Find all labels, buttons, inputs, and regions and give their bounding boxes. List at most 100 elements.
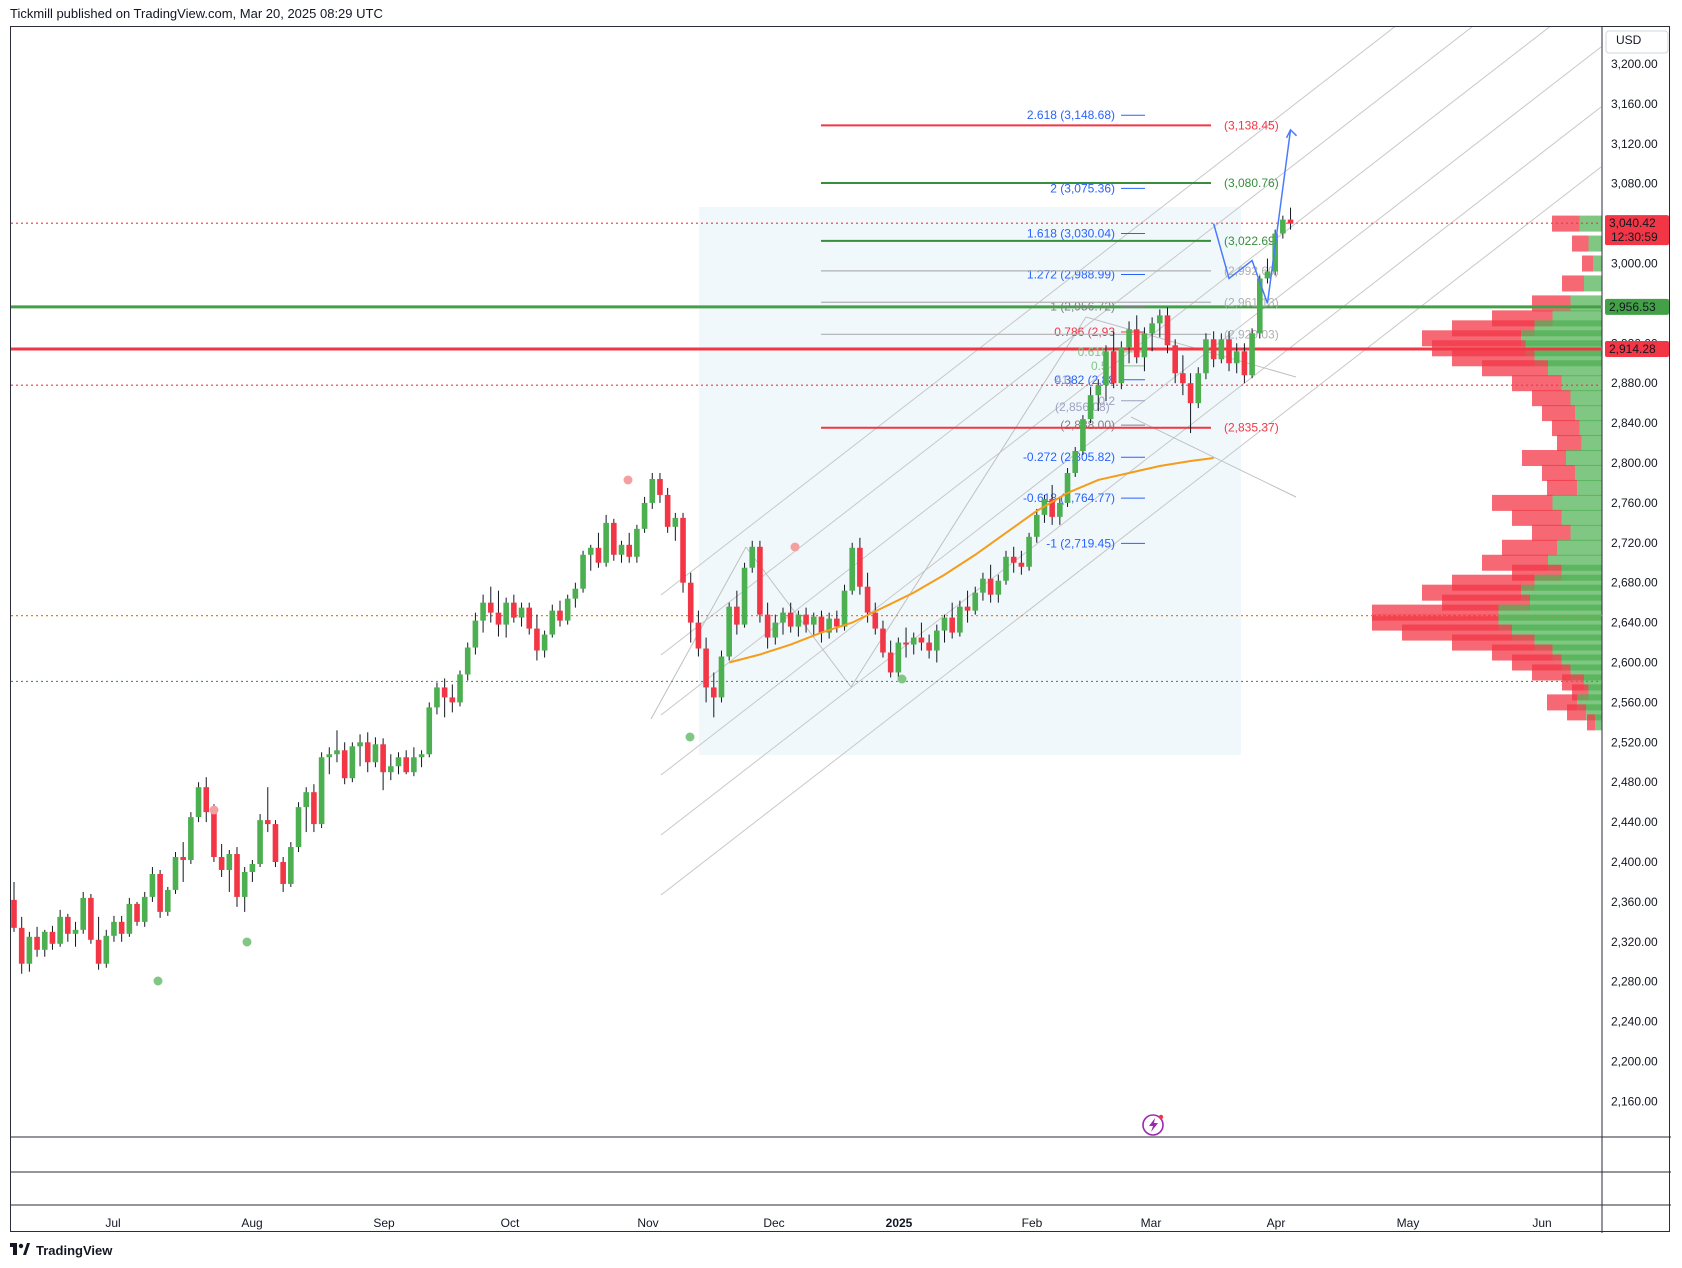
lightning-icon xyxy=(1142,1114,1164,1136)
candle-down xyxy=(234,854,240,897)
candle-up xyxy=(195,787,202,818)
volume-profile-bar-down xyxy=(1557,435,1582,452)
candle-up xyxy=(1087,395,1094,420)
candle-up xyxy=(726,606,732,657)
candle-up xyxy=(549,610,556,635)
volume-profile-bar-up xyxy=(1561,509,1602,526)
volume-profile-bar-up xyxy=(1575,405,1602,422)
candle-up xyxy=(472,620,479,648)
candle-down xyxy=(272,824,279,862)
candle-down xyxy=(918,637,925,643)
volume-profile-bar-up xyxy=(1570,524,1602,541)
candle-down xyxy=(211,812,217,858)
candle-up xyxy=(1118,347,1125,384)
candle-up xyxy=(826,618,832,633)
fib-extension: 2.618 (3,148.68) 2 (3,075.36) 1.618 (3,030… xyxy=(1023,108,1145,550)
candle-up xyxy=(995,580,1002,595)
candle-up xyxy=(126,903,133,934)
candle-up xyxy=(895,642,902,673)
price-badge xyxy=(1605,215,1669,246)
candle-up xyxy=(618,544,625,555)
candle-down xyxy=(49,931,56,944)
price-badge-label: 3,040.42 xyxy=(1609,216,1656,230)
target-lines: (3,138.45)(3,080.76)(3,022.69)(2,992.60)… xyxy=(821,118,1279,435)
candle-up xyxy=(1157,315,1163,324)
price-badge-label: 2,914.28 xyxy=(1609,342,1656,356)
candle-up xyxy=(841,590,848,627)
target-label: (3,138.45) xyxy=(1224,118,1279,132)
volume-profile-bar-down xyxy=(1532,524,1571,541)
candle-down xyxy=(611,522,617,555)
chart-frame[interactable]: 3,200.003,160.003,120.003,080.003,040.00… xyxy=(10,26,1671,1233)
candle-down xyxy=(34,936,40,950)
candle-down xyxy=(595,547,602,563)
projection-arrowhead xyxy=(1285,128,1298,139)
volume-profile-bar-down xyxy=(1562,275,1584,292)
candle-up xyxy=(1249,333,1255,376)
candle-down xyxy=(1172,345,1178,374)
candle-up xyxy=(572,588,579,599)
candle-up xyxy=(426,707,433,755)
structure-line xyxy=(1130,416,1297,498)
volume-profile-bar-up xyxy=(1579,215,1602,232)
price-tick-label: 2,760.00 xyxy=(1611,496,1658,510)
candle-up xyxy=(1064,472,1071,503)
channel-line xyxy=(660,166,1602,896)
price-tick-label: 2,320.00 xyxy=(1611,935,1658,949)
candle-down xyxy=(926,642,932,651)
volume-profile-bar-down xyxy=(1582,255,1593,272)
candle-up xyxy=(388,766,394,773)
candle-up xyxy=(1264,271,1271,279)
candle-down xyxy=(449,697,456,703)
candle-up xyxy=(349,746,356,779)
price-tick-label: 2,720.00 xyxy=(1611,536,1658,550)
volume-profile-bar-up xyxy=(1588,235,1602,252)
tradingview-brand[interactable]: TradingView xyxy=(10,1242,112,1259)
candle-down xyxy=(203,787,210,813)
publisher-caption: Tickmill published on TradingView.com, M… xyxy=(10,6,383,21)
price-tick-label: 2,440.00 xyxy=(1611,815,1658,829)
candle-down xyxy=(18,927,25,964)
time-tick-label: Dec xyxy=(763,1216,784,1230)
candle-up xyxy=(641,502,648,529)
volume-profile-bar-up xyxy=(1577,479,1602,496)
candle-down xyxy=(680,517,686,583)
channel-line xyxy=(660,27,1551,716)
currency-box xyxy=(1605,30,1669,54)
candle-up xyxy=(810,616,817,625)
price-axis: 3,200.003,160.003,120.003,080.003,040.00… xyxy=(1611,57,1658,1108)
time-tick-label: Oct xyxy=(501,1216,520,1230)
candle-down xyxy=(403,757,409,773)
volume-profile-bar-down xyxy=(1572,235,1589,252)
candle-down xyxy=(1110,351,1117,384)
price-tick-label: 3,200.00 xyxy=(1611,57,1658,71)
fib-level-label: 0.786 (2,93 xyxy=(1054,325,1115,339)
candle-up xyxy=(303,792,310,808)
time-tick-label: Apr xyxy=(1267,1216,1286,1230)
volume-profile-bar-up xyxy=(1561,375,1602,392)
candle-up xyxy=(80,897,87,930)
candle-up xyxy=(1072,451,1079,473)
candle-up xyxy=(1256,278,1263,334)
candle-down xyxy=(695,622,702,649)
candle-up xyxy=(503,602,509,625)
candle-up xyxy=(288,847,294,884)
candle-up xyxy=(795,614,802,627)
price-tick-label: 3,080.00 xyxy=(1611,177,1658,191)
candle-down xyxy=(495,612,502,625)
candle-up xyxy=(1003,556,1009,581)
candle-up xyxy=(1272,233,1278,272)
fib-level-label: (2,838.00) xyxy=(1060,418,1115,432)
candle-down xyxy=(95,939,102,964)
price-tick-label: 2,160.00 xyxy=(1611,1094,1658,1108)
time-tick-label: Feb xyxy=(1022,1216,1043,1230)
candle-up xyxy=(587,547,594,555)
candle-up xyxy=(910,637,917,645)
price-chart[interactable]: 3,200.003,160.003,120.003,080.003,040.00… xyxy=(11,27,1671,1233)
candle-down xyxy=(857,547,863,587)
lightning-icon-dot xyxy=(1158,1114,1164,1120)
candle-down xyxy=(1187,383,1194,404)
channel-line xyxy=(660,27,1396,596)
candle-up xyxy=(480,602,486,621)
time-tick-label: 2025 xyxy=(886,1216,913,1230)
